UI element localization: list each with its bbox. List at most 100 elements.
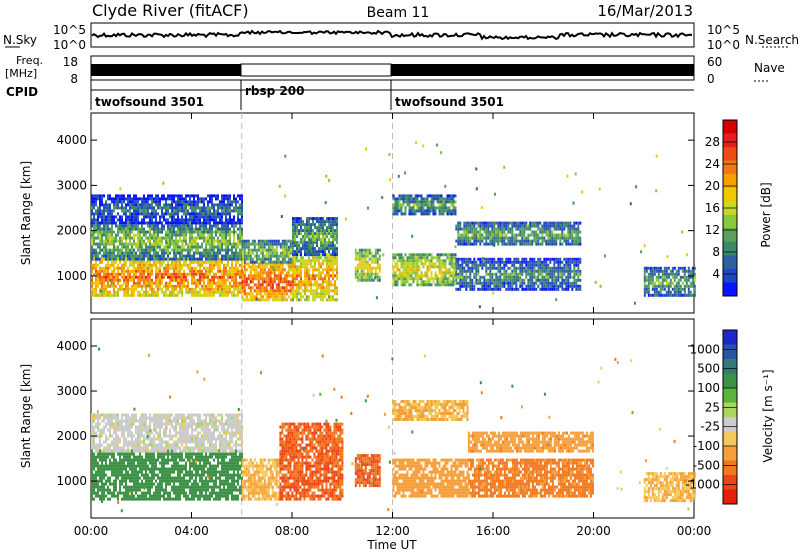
data-cell — [499, 236, 502, 240]
data-cell — [304, 232, 306, 236]
data-cell — [336, 235, 338, 239]
data-cell — [523, 242, 526, 246]
data-cell — [543, 236, 546, 240]
data-cell — [398, 268, 401, 272]
data-cell — [135, 266, 137, 270]
data-cell — [545, 224, 548, 228]
data-cell — [159, 278, 161, 282]
data-cell — [205, 236, 207, 240]
data-cell — [334, 268, 336, 272]
data-cell — [326, 220, 328, 224]
data-cell — [179, 260, 181, 264]
data-cell — [332, 229, 334, 233]
data-cell — [125, 257, 127, 261]
data-cell — [107, 215, 109, 219]
data-cell — [527, 263, 530, 267]
data-cell — [259, 265, 262, 269]
data-cell — [273, 265, 276, 269]
data-cell — [467, 236, 470, 240]
data-cell — [187, 284, 189, 288]
data-cell — [565, 233, 568, 237]
data-cell — [467, 284, 470, 288]
data-cell — [643, 272, 646, 276]
data-cell — [565, 263, 568, 267]
data-cell — [296, 244, 298, 248]
data-cell — [141, 203, 143, 207]
data-cell — [181, 251, 183, 255]
data-cell — [199, 197, 201, 201]
data-cell — [659, 293, 662, 297]
data-cell — [463, 260, 466, 264]
data-cell — [330, 268, 332, 272]
data-cell — [207, 209, 209, 213]
data-cell — [529, 272, 532, 276]
data-cell — [302, 238, 304, 242]
data-cell — [324, 247, 326, 251]
data-cell — [255, 251, 258, 255]
data-cell — [306, 247, 308, 251]
data-cell — [402, 268, 405, 272]
data-cell — [523, 239, 526, 243]
data-cell — [485, 224, 488, 228]
data-cell — [227, 242, 229, 246]
data-cell — [438, 259, 441, 263]
data-cell — [649, 278, 652, 282]
data-cell — [549, 284, 552, 288]
data-cell — [463, 239, 466, 243]
data-cell — [223, 206, 225, 210]
data-cell — [523, 230, 526, 234]
data-cell — [103, 209, 105, 213]
data-cell — [567, 278, 570, 282]
data-cell — [151, 212, 153, 216]
data-cell — [416, 194, 419, 198]
data-cell — [201, 272, 203, 276]
data-cell — [563, 257, 566, 261]
data-cell — [505, 275, 508, 279]
data-cell — [135, 233, 137, 237]
data-cell — [457, 227, 460, 231]
data-cell — [298, 229, 300, 233]
data-cell — [320, 229, 322, 233]
data-cell — [279, 271, 282, 275]
data-cell — [95, 200, 97, 204]
data-cell — [448, 212, 451, 216]
data-cell — [211, 197, 213, 201]
data-cell — [555, 269, 558, 273]
data-cell — [404, 200, 407, 204]
data-cell — [647, 278, 650, 282]
data-cell — [219, 275, 221, 279]
data-cell — [237, 251, 239, 255]
data-cell — [127, 200, 129, 204]
data-cell — [469, 269, 472, 273]
data-cell — [408, 209, 411, 213]
data-cell — [434, 262, 437, 266]
data-cell — [432, 206, 435, 210]
data-cell — [404, 265, 407, 269]
data-cell — [459, 257, 462, 261]
data-cell — [193, 197, 195, 201]
data-cell — [485, 266, 488, 270]
data-cell — [545, 272, 548, 276]
data-cell — [402, 277, 405, 281]
data-cell — [253, 289, 256, 293]
data-cell — [304, 265, 306, 269]
data-cell — [247, 292, 250, 296]
data-cell — [529, 242, 532, 246]
data-cell — [549, 224, 552, 228]
data-cell — [459, 272, 462, 276]
data-cell — [356, 275, 359, 279]
data-cell — [149, 221, 151, 225]
data-cell — [265, 283, 268, 287]
data-cell — [91, 206, 93, 210]
data-cell — [145, 269, 147, 273]
data-cell — [163, 206, 165, 210]
data-cell — [575, 263, 578, 267]
data-cell — [109, 284, 111, 288]
data-cell — [334, 292, 336, 296]
data-cell — [318, 223, 320, 227]
data-cell — [209, 272, 211, 276]
data-cell — [247, 245, 250, 249]
data-cell — [137, 284, 139, 288]
data-cell — [123, 227, 125, 231]
data-cell — [191, 203, 193, 207]
